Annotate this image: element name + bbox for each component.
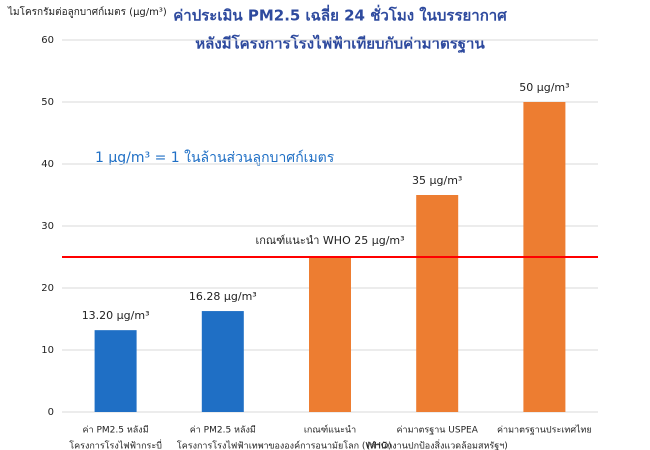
y-tick-label: 60 <box>41 35 54 46</box>
y-tick-label: 0 <box>48 407 54 418</box>
bar <box>201 311 244 412</box>
bar <box>94 330 137 412</box>
bar <box>309 257 351 412</box>
y-tick-label: 10 <box>41 345 54 356</box>
x-tick-label: โครงการโรงไฟฟ้าเทพา <box>177 441 269 450</box>
y-tick-label: 20 <box>41 283 54 294</box>
chart-title: หลังมีโครงการโรงไฟฟ้าเทียบกับค่ามาตรฐาน <box>195 34 485 54</box>
chart-title: ค่าประเมิน PM2.5 เฉลี่ย 24 ชั่วโมง ในบรร… <box>173 5 507 25</box>
x-tick-label: ค่า PM2.5 หลังมี <box>190 425 256 436</box>
reference-label: เกณฑ์แนะนำ WHO 25 µg/m³ <box>255 234 404 247</box>
value-label: 35 µg/m³ <box>412 174 462 187</box>
x-tick-label: ค่ามาตรฐานประเทศไทย <box>497 425 592 436</box>
x-tick-label: ค่ามาตรฐาน USPEA <box>397 426 479 436</box>
y-tick-label: 30 <box>41 221 54 232</box>
x-tick-label: โครงการโรงไฟฟ้ากระบี่ <box>69 439 162 450</box>
y-axis-label: ไมโครกรัมต่อลูกบาศก์เมตร (µg/m³) <box>7 5 167 18</box>
value-label: 13.20 µg/m³ <box>82 309 150 322</box>
y-tick-label: 40 <box>41 159 54 170</box>
value-label: 16.28 µg/m³ <box>189 290 257 303</box>
bar <box>416 195 459 412</box>
y-tick-label: 50 <box>41 97 54 108</box>
value-label: 50 µg/m³ <box>519 81 569 94</box>
annotation: 1 µg/m³ = 1 ในล้านส่วนลูกบาศก์เมตร <box>95 149 335 166</box>
x-tick-label: ค่า PM2.5 หลังมี <box>83 425 149 436</box>
x-tick-label: เกณฑ์แนะนำ <box>304 424 356 436</box>
x-tick-label: (สำนักงานปกป้องสิ่งแวดล้อมสหรัฐฯ) <box>367 439 508 450</box>
x-tick-label: ขององค์การอนามัยโลก (WHO) <box>268 440 391 450</box>
